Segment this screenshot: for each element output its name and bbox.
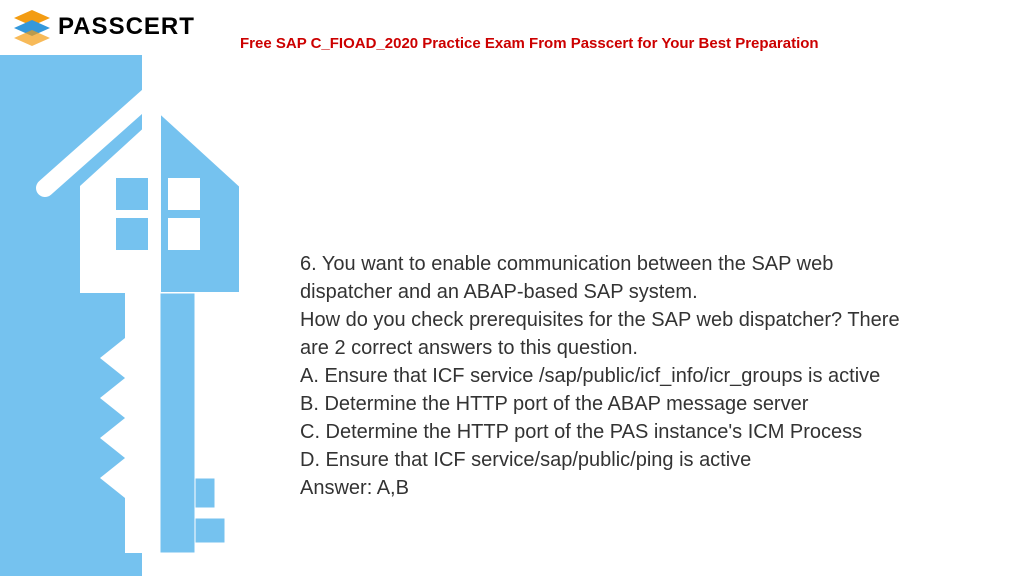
answer-line: Answer: A,B [300,474,970,502]
question-line: dispatcher and an ABAP-based SAP system. [300,278,970,306]
logo-icon [12,8,52,46]
house-key-icon [30,58,290,556]
question-line: are 2 correct answers to this question. [300,334,970,362]
page-title: Free SAP C_FIOAD_2020 Practice Exam From… [240,35,819,52]
option-b: B. Determine the HTTP port of the ABAP m… [300,390,970,418]
option-a: A. Ensure that ICF service /sap/public/i… [300,362,970,390]
option-d: D. Ensure that ICF service/sap/public/pi… [300,446,970,474]
question-block: 6. You want to enable communication betw… [300,250,970,502]
option-c: C. Determine the HTTP port of the PAS in… [300,418,970,446]
question-line: How do you check prerequisites for the S… [300,306,970,334]
logo-area: PASSCERT [0,0,207,54]
logo-text: PASSCERT [58,13,195,41]
question-line: 6. You want to enable communication betw… [300,250,970,278]
